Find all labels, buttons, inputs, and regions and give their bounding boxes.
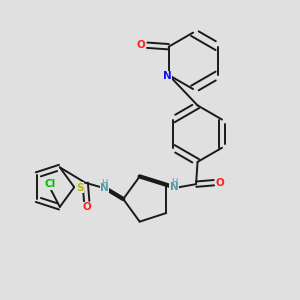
Text: N: N [170,182,179,192]
Text: S: S [76,183,83,193]
Text: O: O [83,202,92,212]
Text: N: N [163,71,172,81]
Text: N: N [100,183,109,193]
Text: O: O [215,178,224,188]
Text: H: H [171,178,178,188]
Text: O: O [136,40,145,50]
Text: H: H [101,179,108,188]
Text: Cl: Cl [44,179,56,189]
